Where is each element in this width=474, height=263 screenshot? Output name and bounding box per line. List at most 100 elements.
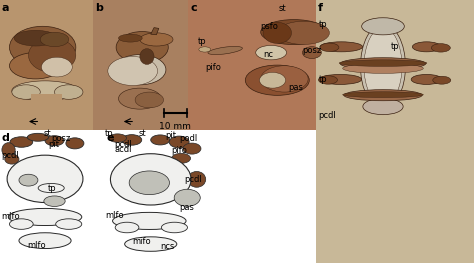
Ellipse shape [412,42,441,52]
Ellipse shape [188,171,206,187]
Ellipse shape [183,143,201,154]
Bar [31,94,62,104]
Text: a: a [2,3,9,13]
Ellipse shape [363,98,403,115]
Text: pifo: pifo [172,146,187,155]
Ellipse shape [41,57,72,77]
Text: ncs: ncs [160,242,174,251]
Ellipse shape [255,45,286,60]
Ellipse shape [9,53,62,79]
Ellipse shape [5,154,19,164]
Ellipse shape [9,26,76,68]
Text: tp: tp [105,129,114,138]
Ellipse shape [261,66,308,92]
Text: pas: pas [288,83,303,92]
Ellipse shape [320,42,363,52]
Text: mlfo: mlfo [1,212,20,221]
Bar [0,0,93,130]
Ellipse shape [135,92,164,108]
Text: podl: podl [179,134,198,143]
Text: f: f [318,3,323,13]
Bar [104,130,220,263]
Text: 10 mm: 10 mm [159,122,191,131]
Ellipse shape [110,154,191,205]
Ellipse shape [112,213,186,229]
Ellipse shape [115,222,139,233]
Ellipse shape [125,237,177,251]
Text: st: st [44,129,52,138]
Ellipse shape [360,24,405,108]
Text: tp: tp [319,75,327,84]
Ellipse shape [66,138,84,149]
Ellipse shape [208,47,242,54]
Ellipse shape [44,196,65,206]
Ellipse shape [140,33,173,46]
Ellipse shape [364,28,402,105]
Ellipse shape [40,32,69,47]
Ellipse shape [344,90,422,101]
Ellipse shape [245,65,309,95]
Ellipse shape [55,85,83,99]
Ellipse shape [319,74,362,84]
Text: pcdl: pcdl [1,151,19,160]
Ellipse shape [27,133,49,141]
Ellipse shape [277,21,329,44]
Ellipse shape [7,155,83,203]
Text: pas: pas [179,203,194,212]
Ellipse shape [19,174,38,186]
Text: mifo: mifo [132,237,150,246]
Ellipse shape [14,30,57,46]
Text: b: b [95,3,103,13]
Text: c: c [190,3,197,13]
Text: pcdl: pcdl [319,111,336,120]
Text: d: d [2,133,10,143]
Ellipse shape [118,88,161,109]
Bar [0,130,104,263]
Text: acdl: acdl [115,145,132,154]
Text: mlfo: mlfo [105,211,124,220]
Text: st: st [279,4,286,13]
Text: tp: tp [391,42,400,51]
Ellipse shape [343,92,423,98]
Ellipse shape [174,189,200,206]
Ellipse shape [116,32,168,63]
Text: tp: tp [319,21,327,29]
Ellipse shape [263,22,292,43]
Ellipse shape [343,63,423,73]
Text: tp: tp [198,37,207,46]
Ellipse shape [259,72,285,88]
Ellipse shape [10,137,33,147]
Ellipse shape [140,49,154,64]
Ellipse shape [169,136,189,148]
Ellipse shape [38,184,64,193]
Text: posz: posz [302,46,322,55]
Bar [93,0,188,130]
Ellipse shape [411,74,442,84]
Bar [188,0,316,130]
Ellipse shape [28,38,76,72]
Ellipse shape [319,76,337,84]
Ellipse shape [122,135,142,145]
Text: nc: nc [263,50,273,59]
Ellipse shape [431,44,450,52]
Ellipse shape [362,18,404,35]
Ellipse shape [433,76,451,84]
Ellipse shape [12,85,40,99]
Ellipse shape [19,233,71,249]
Ellipse shape [108,57,157,85]
Text: pit: pit [165,131,176,140]
Ellipse shape [114,55,166,85]
Ellipse shape [199,47,210,52]
Text: pit: pit [48,140,59,149]
Bar [316,0,474,263]
Text: mlfo: mlfo [27,241,46,250]
Text: pcdl: pcdl [184,175,201,184]
Ellipse shape [109,134,127,142]
Ellipse shape [9,219,33,229]
Ellipse shape [161,222,187,233]
Ellipse shape [2,143,15,157]
Ellipse shape [261,20,327,45]
Ellipse shape [302,47,321,58]
Ellipse shape [9,208,82,226]
Text: pcdl: pcdl [115,140,132,149]
